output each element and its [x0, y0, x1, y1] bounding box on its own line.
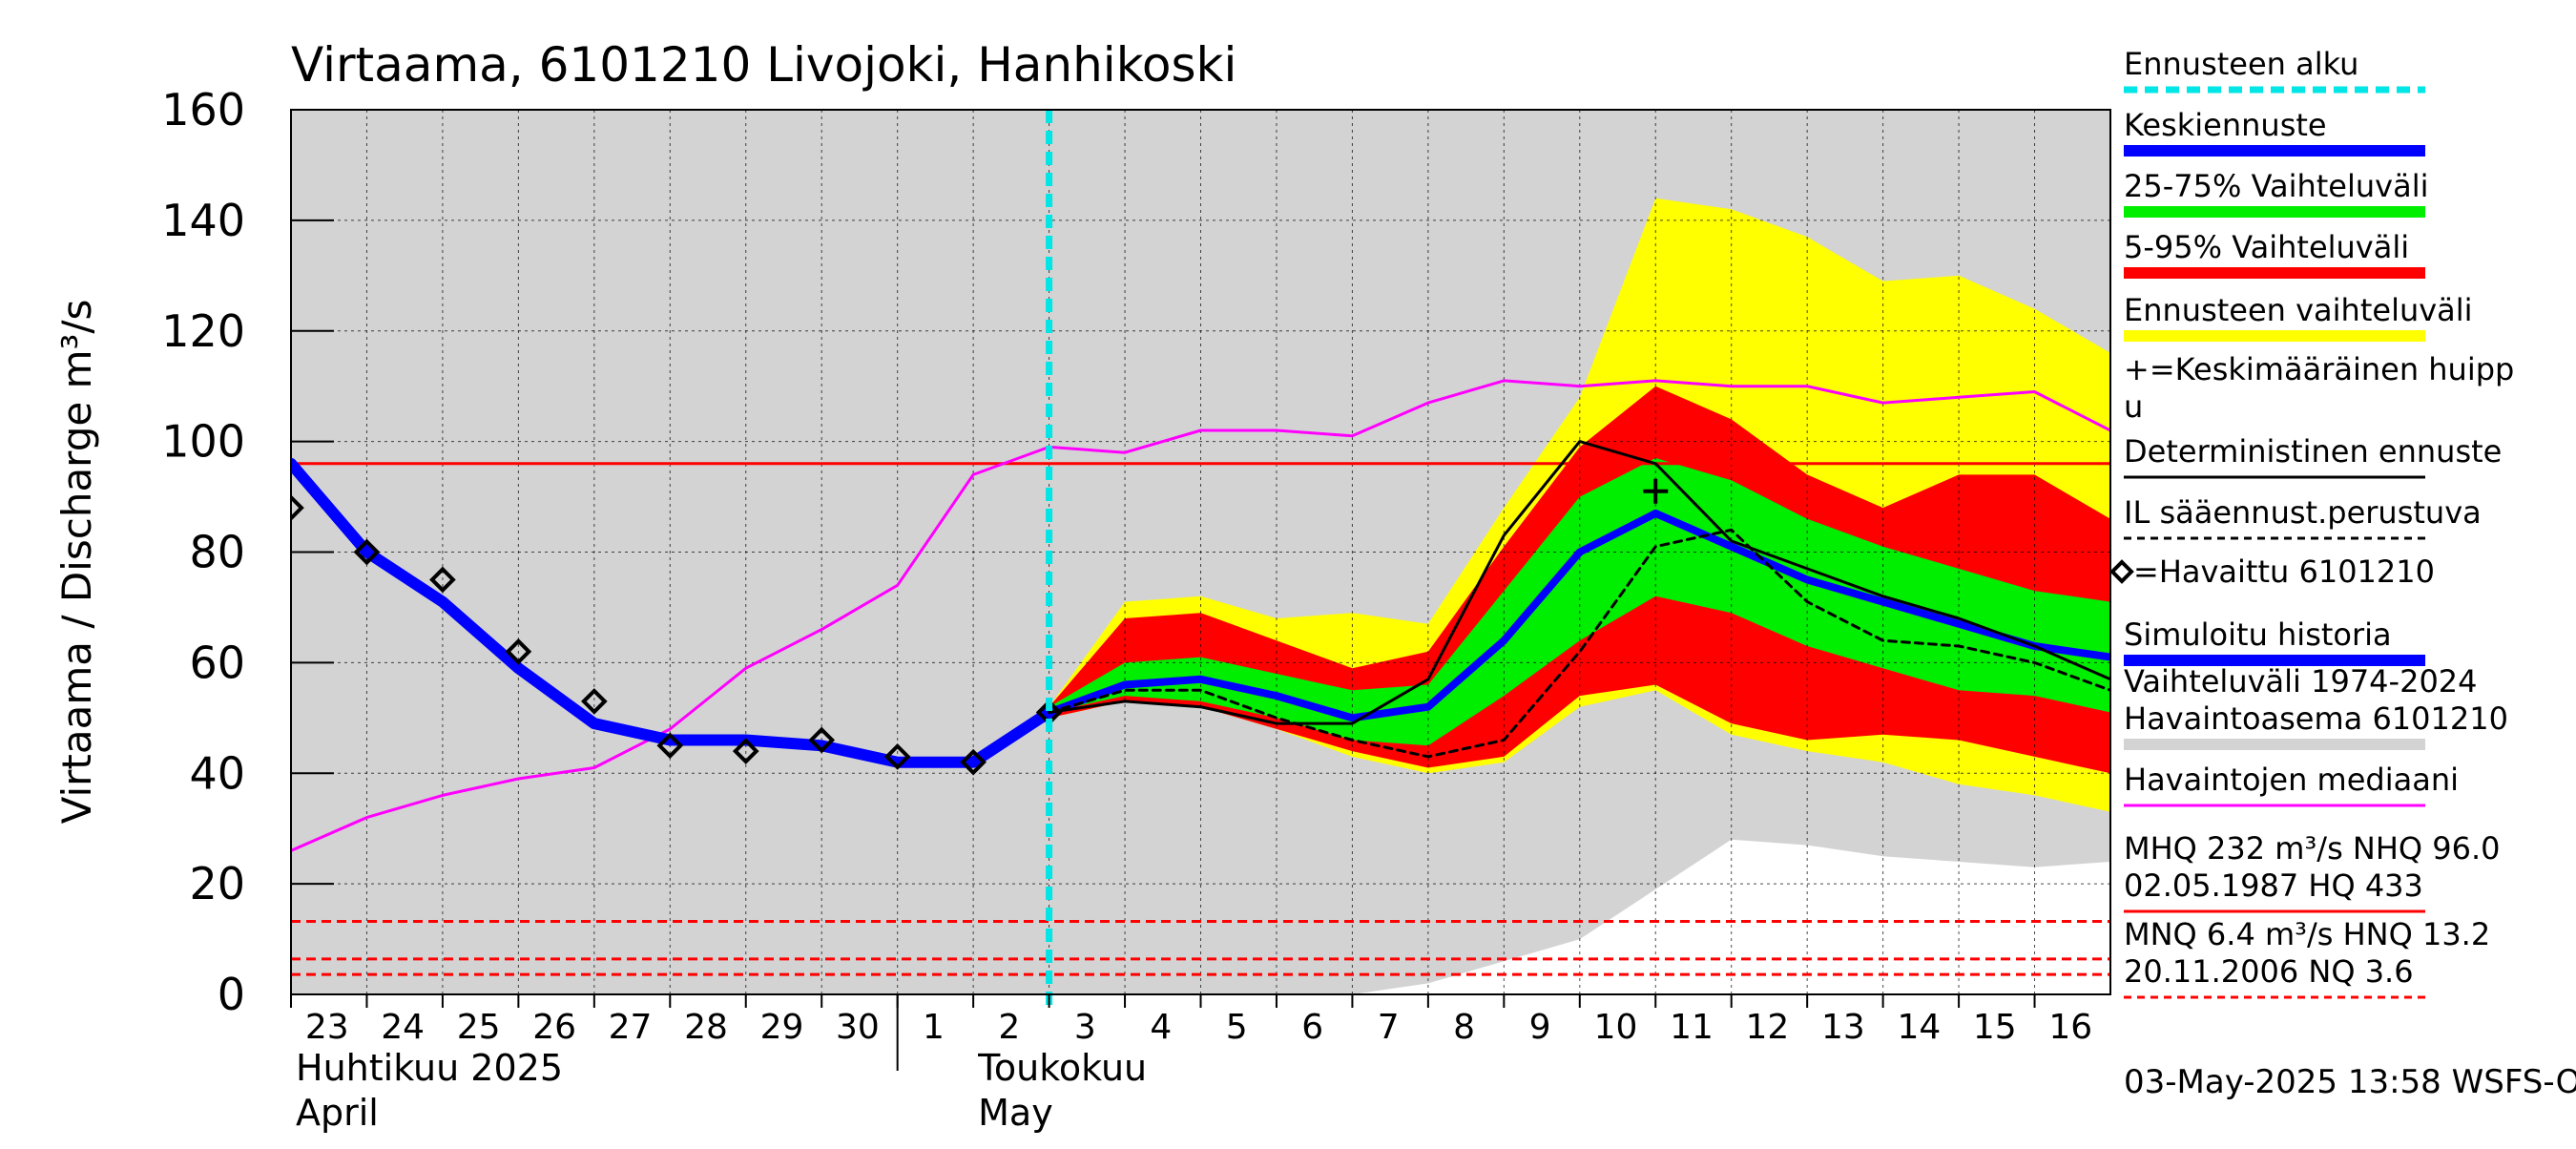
observed-point — [883, 743, 911, 770]
x-tick-label: 1 — [923, 1008, 945, 1047]
y-axis-label: Virtaama / Discharge m³/s — [53, 300, 100, 825]
band-25-75 — [1049, 458, 2110, 746]
x-tick-label: 9 — [1529, 1008, 1551, 1047]
legend-label: IL sääennust.perustuva — [2124, 494, 2482, 531]
observed-point — [732, 738, 759, 764]
month-label: Toukokuu — [977, 1047, 1147, 1089]
x-tick-label: 30 — [836, 1008, 880, 1047]
x-tick-label: 5 — [1226, 1008, 1248, 1047]
x-tick-label: 16 — [2048, 1008, 2092, 1047]
legend-label: 25-75% Vaihteluväli — [2124, 168, 2428, 204]
y-tick-label: 0 — [218, 969, 245, 1020]
x-tick-label: 7 — [1378, 1008, 1400, 1047]
x-tick-label: 23 — [305, 1008, 349, 1047]
month-label-en: May — [978, 1092, 1053, 1134]
observed-point — [808, 726, 836, 754]
legend-label: Deterministinen ennuste — [2124, 433, 2502, 470]
timestamp-footer: 03-May-2025 13:58 WSFS-O — [2124, 1063, 2576, 1101]
x-tick-label: 4 — [1150, 1008, 1172, 1047]
series-simuloitu-historia — [291, 457, 1055, 768]
x-tick-label: 27 — [609, 1008, 653, 1047]
x-tick-label: 24 — [381, 1008, 425, 1047]
legend-label: Keskiennuste — [2124, 107, 2327, 143]
plot-inner — [291, 110, 2110, 994]
legend: Ennusteen alku Keskiennuste 25-75% Vaihtel… — [2109, 46, 2514, 999]
month-label-en: April — [296, 1092, 379, 1134]
x-tick-label: 29 — [760, 1008, 804, 1047]
x-tick-label: 13 — [1821, 1008, 1865, 1047]
legend-label: Vaihteluväli 1974-2024 — [2124, 663, 2478, 700]
y-tick-label: 120 — [161, 305, 245, 357]
y-tick-label: 140 — [161, 195, 245, 246]
y-tick-label: 100 — [161, 416, 245, 468]
x-tick-label: 3 — [1074, 1008, 1096, 1047]
x-tick-label: 11 — [1670, 1008, 1714, 1047]
legend-label-line2: Havaintoasema 6101210 — [2124, 700, 2508, 737]
observed-point — [656, 732, 684, 760]
observed-point — [429, 566, 456, 594]
legend-label: MNQ 6.4 m³/s HNQ 13.2 — [2124, 916, 2490, 952]
series-havaintojen-mediaani — [291, 379, 2110, 852]
observed-point — [505, 637, 532, 665]
legend-diamond-icon — [2109, 559, 2134, 584]
y-tick-label: 60 — [189, 637, 245, 688]
legend-label: =Havaittu 6101210 — [2133, 554, 2435, 590]
observed-point — [960, 748, 987, 776]
observed-point — [353, 538, 381, 566]
mean-peak-marker — [1643, 478, 1669, 504]
month-label: Huhtikuu 2025 — [296, 1047, 563, 1089]
chart-title: Virtaama, 6101210 Livojoki, Hanhikoski — [291, 37, 1236, 93]
x-tick-label: 25 — [457, 1008, 501, 1047]
legend-label: Simuloitu historia — [2124, 616, 2392, 653]
legend-label: MHQ 232 m³/s NHQ 96.0 — [2124, 830, 2501, 867]
x-tick-label: 15 — [1973, 1008, 2017, 1047]
y-tick-label: 20 — [189, 858, 245, 909]
y-tick-label: 160 — [161, 84, 245, 136]
x-tick-label: 2 — [998, 1008, 1020, 1047]
x-tick-label: 10 — [1594, 1008, 1638, 1047]
series-keskiennuste — [1045, 509, 2110, 722]
x-tick-label: 26 — [532, 1008, 576, 1047]
x-tick-label: 8 — [1453, 1008, 1475, 1047]
y-tick-label: 80 — [189, 527, 245, 578]
plot-area — [291, 110, 2110, 1006]
x-tick-label: 12 — [1746, 1008, 1790, 1047]
legend-label: +=Keskimääräinen huipp — [2124, 351, 2514, 387]
legend-label-line2: 20.11.2006 NQ 3.6 — [2124, 953, 2414, 990]
observed-point — [581, 688, 608, 715]
observed-point — [291, 494, 304, 521]
series-deterministinen-ennuste — [1048, 440, 2110, 725]
legend-label: 5-95% Vaihteluväli — [2124, 229, 2409, 265]
legend-label: Ennusteen vaihteluväli — [2124, 292, 2473, 328]
x-tick-label: 14 — [1897, 1008, 1941, 1047]
y-tick-label: 40 — [189, 747, 245, 799]
x-tick-label: 28 — [684, 1008, 728, 1047]
legend-label: Havaintojen mediaani — [2124, 762, 2459, 798]
legend-label-line2: 02.05.1987 HQ 433 — [2124, 867, 2423, 904]
series-il-s-ennust-perustuva — [1048, 528, 2110, 759]
axes: 0 20 40 60 80 100 120 140 160 Virtaama / Discharg… — [53, 84, 2111, 1134]
legend-label: Ennusteen alku — [2124, 46, 2358, 82]
x-tick-label: 6 — [1301, 1008, 1323, 1047]
legend-label-line2: u — [2124, 388, 2143, 425]
